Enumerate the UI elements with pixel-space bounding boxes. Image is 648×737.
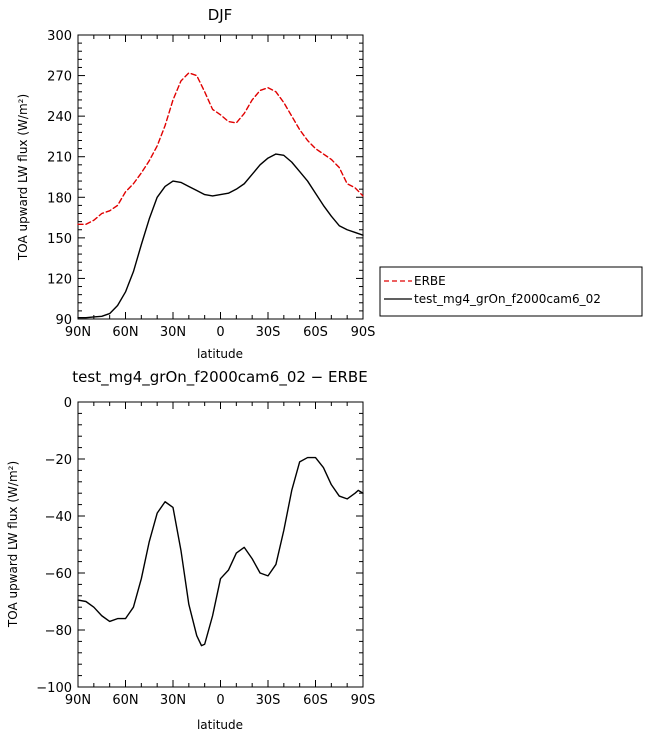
chart-2-y-tick-label: −20 [45, 453, 72, 468]
chart-2-series-line-0 [77, 456, 364, 647]
chart-1-plot-frame [77, 34, 364, 320]
chart-2: test_mg4_grOn_f2000cam6_02 − ERBE −100 −8… [6, 368, 375, 732]
chart-2-title: test_mg4_grOn_f2000cam6_02 − ERBE [72, 368, 367, 387]
chart-2-xlabel: latitude [197, 718, 243, 732]
chart-1-ylabel: TOA upward LW flux (W/m²) [16, 94, 30, 261]
chart-2-y-tick-label: 0 [64, 396, 72, 411]
chart-2-ylabel: TOA upward LW flux (W/m²) [6, 461, 20, 628]
chart-2-y-tick-label: −100 [36, 681, 72, 696]
chart-2-x-axis: 90N 60N 30N 0 30S 60S 90S [65, 402, 376, 708]
chart-2-x-tick-label: 30S [256, 693, 281, 708]
chart-2-y-axis: −100 −80 −60 −40 −20 0 [36, 396, 363, 696]
chart-1-y-tick-label: 300 [47, 29, 72, 44]
chart-1-series-line-0 [77, 72, 364, 226]
chart-2-x-tick-label: 0 [216, 693, 224, 708]
chart-2-series [77, 456, 364, 647]
chart-1-x-tick-label: 60S [303, 325, 328, 340]
chart-2-y-tick-label: −60 [45, 567, 72, 582]
legend-box [379, 266, 643, 317]
legend-item-erbe: ERBE [384, 274, 446, 288]
chart-1-x-tick-label: 30N [160, 325, 186, 340]
chart-1-y-tick-label: 120 [47, 272, 72, 287]
chart-1: DJF 90 120 150 180 210 240 270 300 90N 60N 30N 0 30… [16, 6, 643, 361]
chart-1-x-tick-label: 90N [65, 325, 91, 340]
chart-1-x-tick-label: 30S [256, 325, 281, 340]
chart-2-x-tick-label: 90N [65, 693, 91, 708]
chart-1-legend: ERBE test_mg4_grOn_f2000cam6_02 [379, 266, 643, 317]
chart-1-y-tick-label: 90 [55, 313, 72, 328]
chart-1-y-tick-label: 240 [47, 110, 72, 125]
chart-2-x-tick-label: 60S [303, 693, 328, 708]
chart-1-xlabel: latitude [197, 347, 243, 361]
chart-2-plot-frame [77, 401, 364, 688]
chart-1-y-tick-label: 270 [47, 70, 72, 85]
chart-1-y-tick-label: 180 [47, 191, 72, 206]
chart-2-y-tick-label: −40 [45, 510, 72, 525]
chart-1-x-tick-label: 60N [112, 325, 138, 340]
chart-1-x-tick-label: 0 [216, 325, 224, 340]
legend-item-model: test_mg4_grOn_f2000cam6_02 [384, 292, 601, 306]
chart-2-x-tick-label: 90S [351, 693, 376, 708]
chart-1-series-line-1 [77, 153, 364, 319]
chart-2-y-tick-label: −80 [45, 624, 72, 639]
chart-1-y-tick-label: 150 [47, 232, 72, 247]
legend-label-erbe: ERBE [414, 274, 446, 288]
chart-1-y-tick-label: 210 [47, 151, 72, 166]
chart-1-x-tick-label: 90S [351, 325, 376, 340]
chart-2-x-tick-label: 30N [160, 693, 186, 708]
chart-2-x-tick-label: 60N [112, 693, 138, 708]
chart-1-y-axis: 90 120 150 180 210 240 270 300 [47, 29, 363, 328]
chart-1-title: DJF [208, 6, 233, 24]
legend-label-model: test_mg4_grOn_f2000cam6_02 [414, 292, 601, 306]
chart-1-series [77, 72, 364, 319]
chart-1-x-axis: 90N 60N 30N 0 30S 60S 90S [65, 35, 376, 340]
